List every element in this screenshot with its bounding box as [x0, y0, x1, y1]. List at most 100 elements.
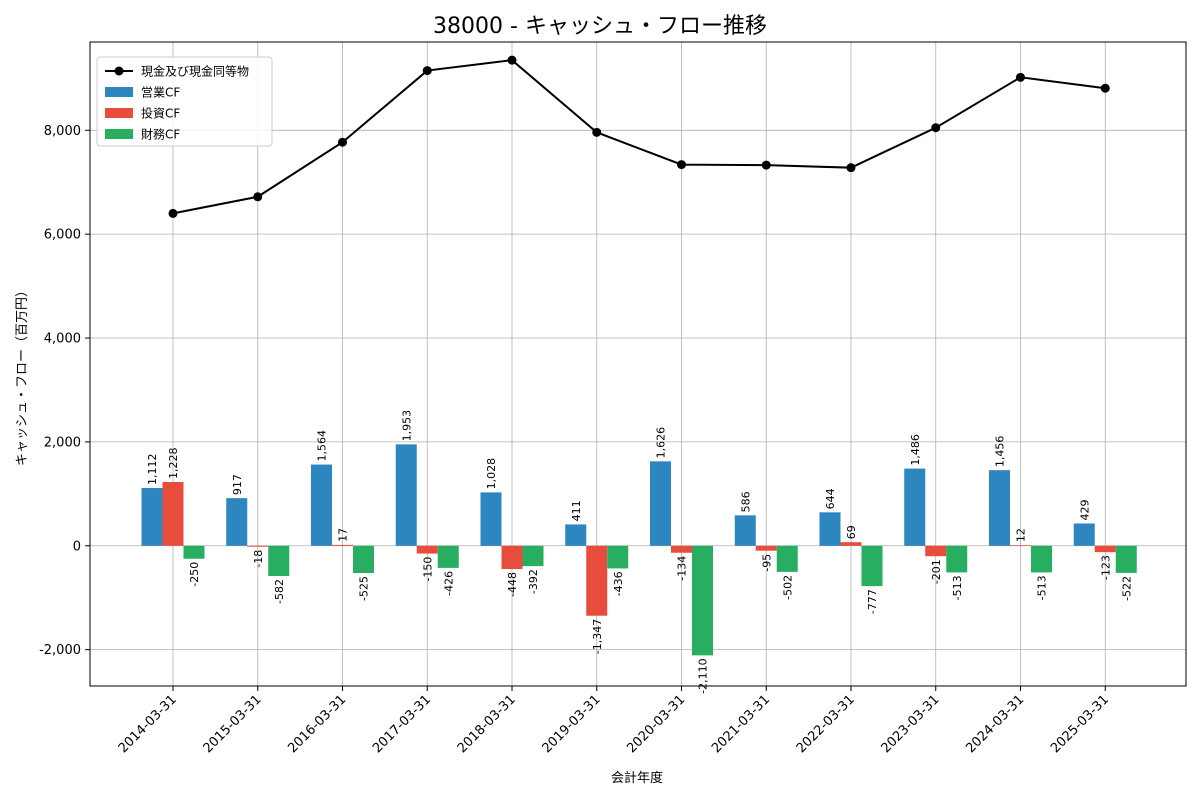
- bar-財務CF: [522, 545, 544, 567]
- bar-value-label: -777: [866, 589, 879, 614]
- y-axis-label: キャッシュ・フロー（百万円）: [15, 284, 30, 466]
- bar-投資CF: [925, 545, 947, 557]
- line-point: [1100, 83, 1110, 93]
- bar-営業CF: [650, 461, 671, 546]
- bar-value-label: -250: [188, 562, 201, 587]
- bar-value-label: 586: [739, 491, 752, 512]
- x-tick-label: 2020-03-31: [624, 692, 688, 756]
- bar-営業CF: [734, 515, 756, 546]
- bar-財務CF: [946, 545, 968, 573]
- bar-営業CF: [480, 492, 502, 546]
- y-tick-label: 0: [73, 539, 81, 554]
- legend-box: [96, 56, 273, 147]
- bar-財務CF: [692, 545, 713, 656]
- bar-value-label: 411: [570, 500, 583, 521]
- bar-value-label: -582: [273, 579, 286, 604]
- bar-投資CF: [586, 545, 608, 616]
- x-tick-label: 2014-03-31: [116, 692, 180, 756]
- legend-entry: 投資CF: [141, 106, 180, 121]
- bar-value-label: 1,112: [146, 454, 159, 486]
- bar-営業CF: [1073, 523, 1095, 546]
- line-layer: [168, 55, 1110, 218]
- line-point: [338, 137, 347, 147]
- bar-財務CF: [776, 545, 798, 572]
- x-tick-label: 2016-03-31: [285, 692, 349, 756]
- bar-value-label: -448: [506, 572, 519, 597]
- bar-営業CF: [141, 488, 163, 546]
- bar-value-label: 69: [845, 525, 858, 539]
- bar-value-label: -513: [1036, 575, 1049, 600]
- bar-value-label: -426: [442, 571, 455, 596]
- x-tick-label: 2017-03-31: [370, 692, 434, 756]
- bar-value-label: 1,456: [994, 436, 1007, 468]
- bar-営業CF: [311, 464, 332, 546]
- grid-layer: [90, 42, 1186, 686]
- x-tick-label: 2021-03-31: [709, 692, 773, 756]
- bar-layer: 1,112 917 1,564 1,953 1,028 411 1,626 586 644 1,4…: [141, 410, 1137, 694]
- line-現金及び現金同等物: [172, 59, 1106, 215]
- bar-財務CF: [353, 545, 374, 574]
- bar-value-label: -522: [1120, 576, 1133, 601]
- bar-投資CF: [416, 545, 438, 554]
- bar-財務CF: [437, 545, 459, 568]
- legend-entry: 現金及び現金同等物: [141, 64, 249, 79]
- x-tick-label: 2024-03-31: [963, 692, 1027, 756]
- bar-value-label: 1,486: [909, 434, 922, 466]
- x-tick-label: 2025-03-31: [1048, 692, 1112, 756]
- x-tick-label: 2018-03-31: [455, 692, 519, 756]
- plot-frame: [89, 41, 1187, 687]
- line-point: [422, 66, 432, 76]
- bar-value-label: -95: [760, 554, 773, 572]
- bar-value-label: -513: [951, 575, 964, 600]
- legend-bar-swatch: [105, 129, 133, 139]
- bar-投資CF: [501, 545, 523, 570]
- bar-財務CF: [183, 545, 205, 559]
- bar-value-label: -436: [612, 571, 625, 596]
- bar-value-label: 917: [231, 474, 244, 495]
- bar-財務CF: [268, 545, 290, 577]
- bar-投資CF: [1010, 545, 1031, 546]
- legend-marker: [114, 66, 124, 76]
- bar-value-label: -134: [676, 556, 689, 581]
- bar-投資CF: [162, 481, 184, 546]
- bar-value-label: 12: [1015, 528, 1028, 542]
- bar-value-label: 429: [1078, 499, 1091, 520]
- bar-value-label: 1,953: [400, 410, 413, 442]
- x-axis-label: 会計年度: [611, 770, 663, 786]
- x-tick-label: 2015-03-31: [201, 692, 265, 756]
- bar-value-label: 1,028: [485, 458, 498, 490]
- x-tick-label: 2019-03-31: [540, 692, 604, 756]
- y-tick-label: 8,000: [44, 124, 81, 139]
- bar-value-label: 1,626: [655, 427, 668, 459]
- bar-value-label: -150: [421, 557, 434, 582]
- x-tick-label: 2023-03-31: [879, 692, 943, 756]
- bar-value-label: 17: [337, 528, 350, 542]
- legend-entry: 財務CF: [141, 127, 180, 142]
- line-point: [507, 55, 517, 65]
- bar-財務CF: [1031, 545, 1052, 573]
- bar-value-label: -201: [930, 559, 943, 584]
- bar-営業CF: [904, 468, 926, 546]
- bar-投資CF: [671, 545, 692, 553]
- bar-投資CF: [247, 545, 269, 547]
- bar-value-label: -525: [358, 576, 371, 601]
- line-point: [677, 160, 686, 170]
- line-point: [761, 160, 771, 170]
- line-point: [592, 127, 602, 137]
- y-tick-label: 2,000: [44, 435, 81, 450]
- bar-営業CF: [395, 444, 417, 546]
- y-tick-label: -2,000: [39, 643, 81, 658]
- bar-投資CF: [332, 544, 353, 546]
- bar-value-label: 644: [824, 488, 837, 509]
- x-tick-label: 2022-03-31: [794, 692, 858, 756]
- bar-value-label: 1,564: [316, 430, 329, 462]
- line-point: [931, 123, 941, 133]
- y-tick-label: 6,000: [44, 228, 81, 243]
- bar-営業CF: [819, 512, 841, 546]
- line-point: [168, 208, 178, 218]
- line-point: [1016, 72, 1025, 82]
- axis-layer: -2,000 0 2,000 4,000 6,000 8,000 2014-03-31 201…: [39, 41, 1187, 756]
- line-point: [846, 163, 856, 173]
